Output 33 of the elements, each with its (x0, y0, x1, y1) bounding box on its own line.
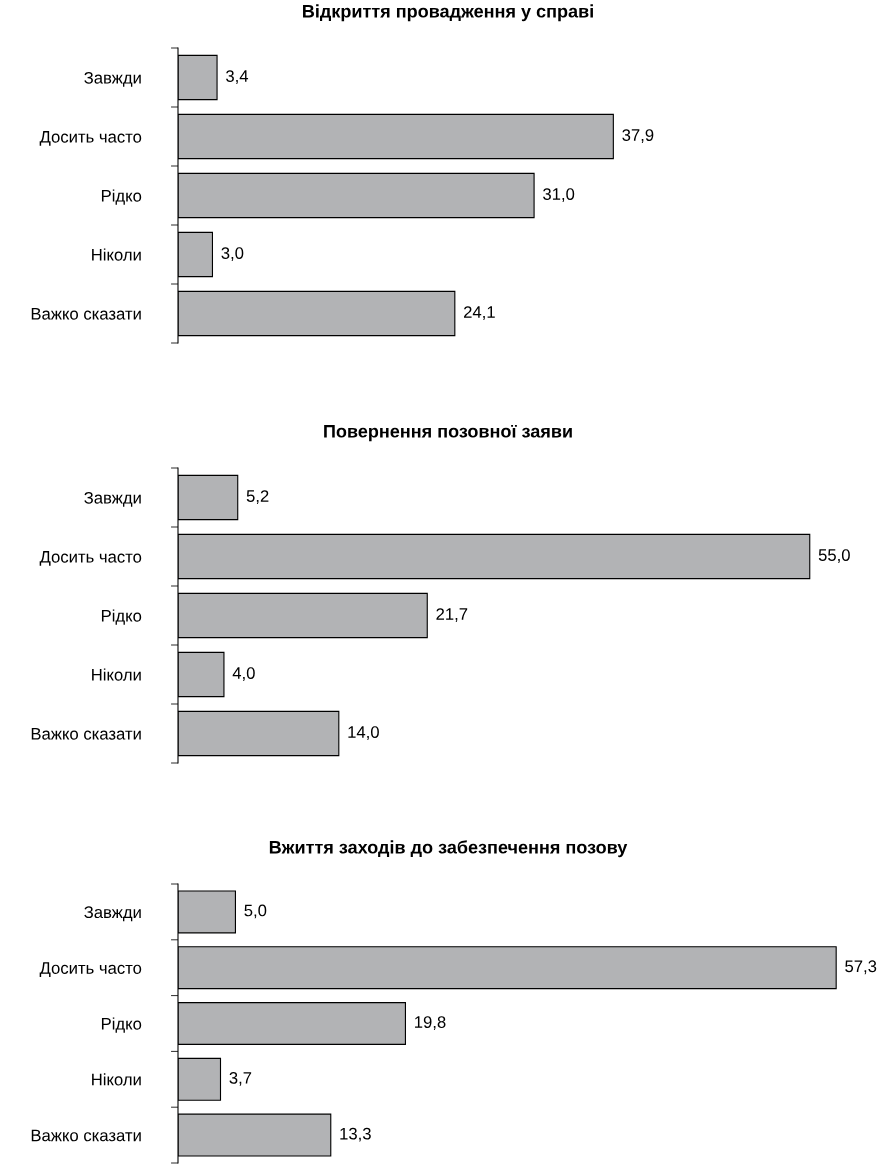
data-label: 3,4 (226, 70, 249, 84)
data-label: 57,3 (845, 960, 877, 975)
y-tick-label: Ніколи (92, 668, 141, 681)
data-label: 19,8 (415, 1016, 446, 1030)
data-label: 13,3 (340, 1127, 371, 1142)
y-tick-label: Важко сказати (31, 308, 141, 320)
y-tick-label: Рідко (101, 1017, 142, 1033)
y-tick-label: Досить часто (39, 131, 142, 146)
y-tick-label: Досить часто (39, 962, 142, 978)
data-label: 55,0 (818, 549, 850, 563)
chart-title: Відкриття провадження у справі (303, 4, 593, 22)
data-label: 3,0 (221, 247, 244, 261)
chart-title: Вжиття заходів до забезпечення позову (269, 840, 628, 858)
y-tick-label: Важко сказати (31, 1129, 141, 1142)
y-tick-label: Рідко (101, 189, 142, 205)
y-tick-label: Завжди (84, 71, 141, 87)
y-tick-label: Ніколи (92, 1073, 141, 1086)
data-label: 31,0 (543, 188, 575, 202)
data-label: 37,9 (622, 129, 654, 143)
y-tick-label: Ніколи (92, 248, 141, 261)
data-label: 3,7 (229, 1071, 252, 1086)
data-label: 5,2 (246, 490, 269, 504)
y-tick-label: Важко сказати (31, 728, 141, 740)
y-tick-label: Завжди (84, 906, 141, 922)
data-label: 21,7 (436, 608, 468, 622)
chart-title: Повернення позовної заяви (324, 424, 572, 442)
y-tick-label: Рідко (101, 609, 142, 625)
y-tick-label: Завжди (84, 491, 141, 507)
y-tick-label: Досить часто (39, 551, 142, 566)
data-label: 5,0 (244, 904, 267, 919)
data-label: 14,0 (348, 726, 379, 740)
data-label: 24,1 (464, 306, 495, 320)
data-label: 4,0 (232, 667, 255, 681)
